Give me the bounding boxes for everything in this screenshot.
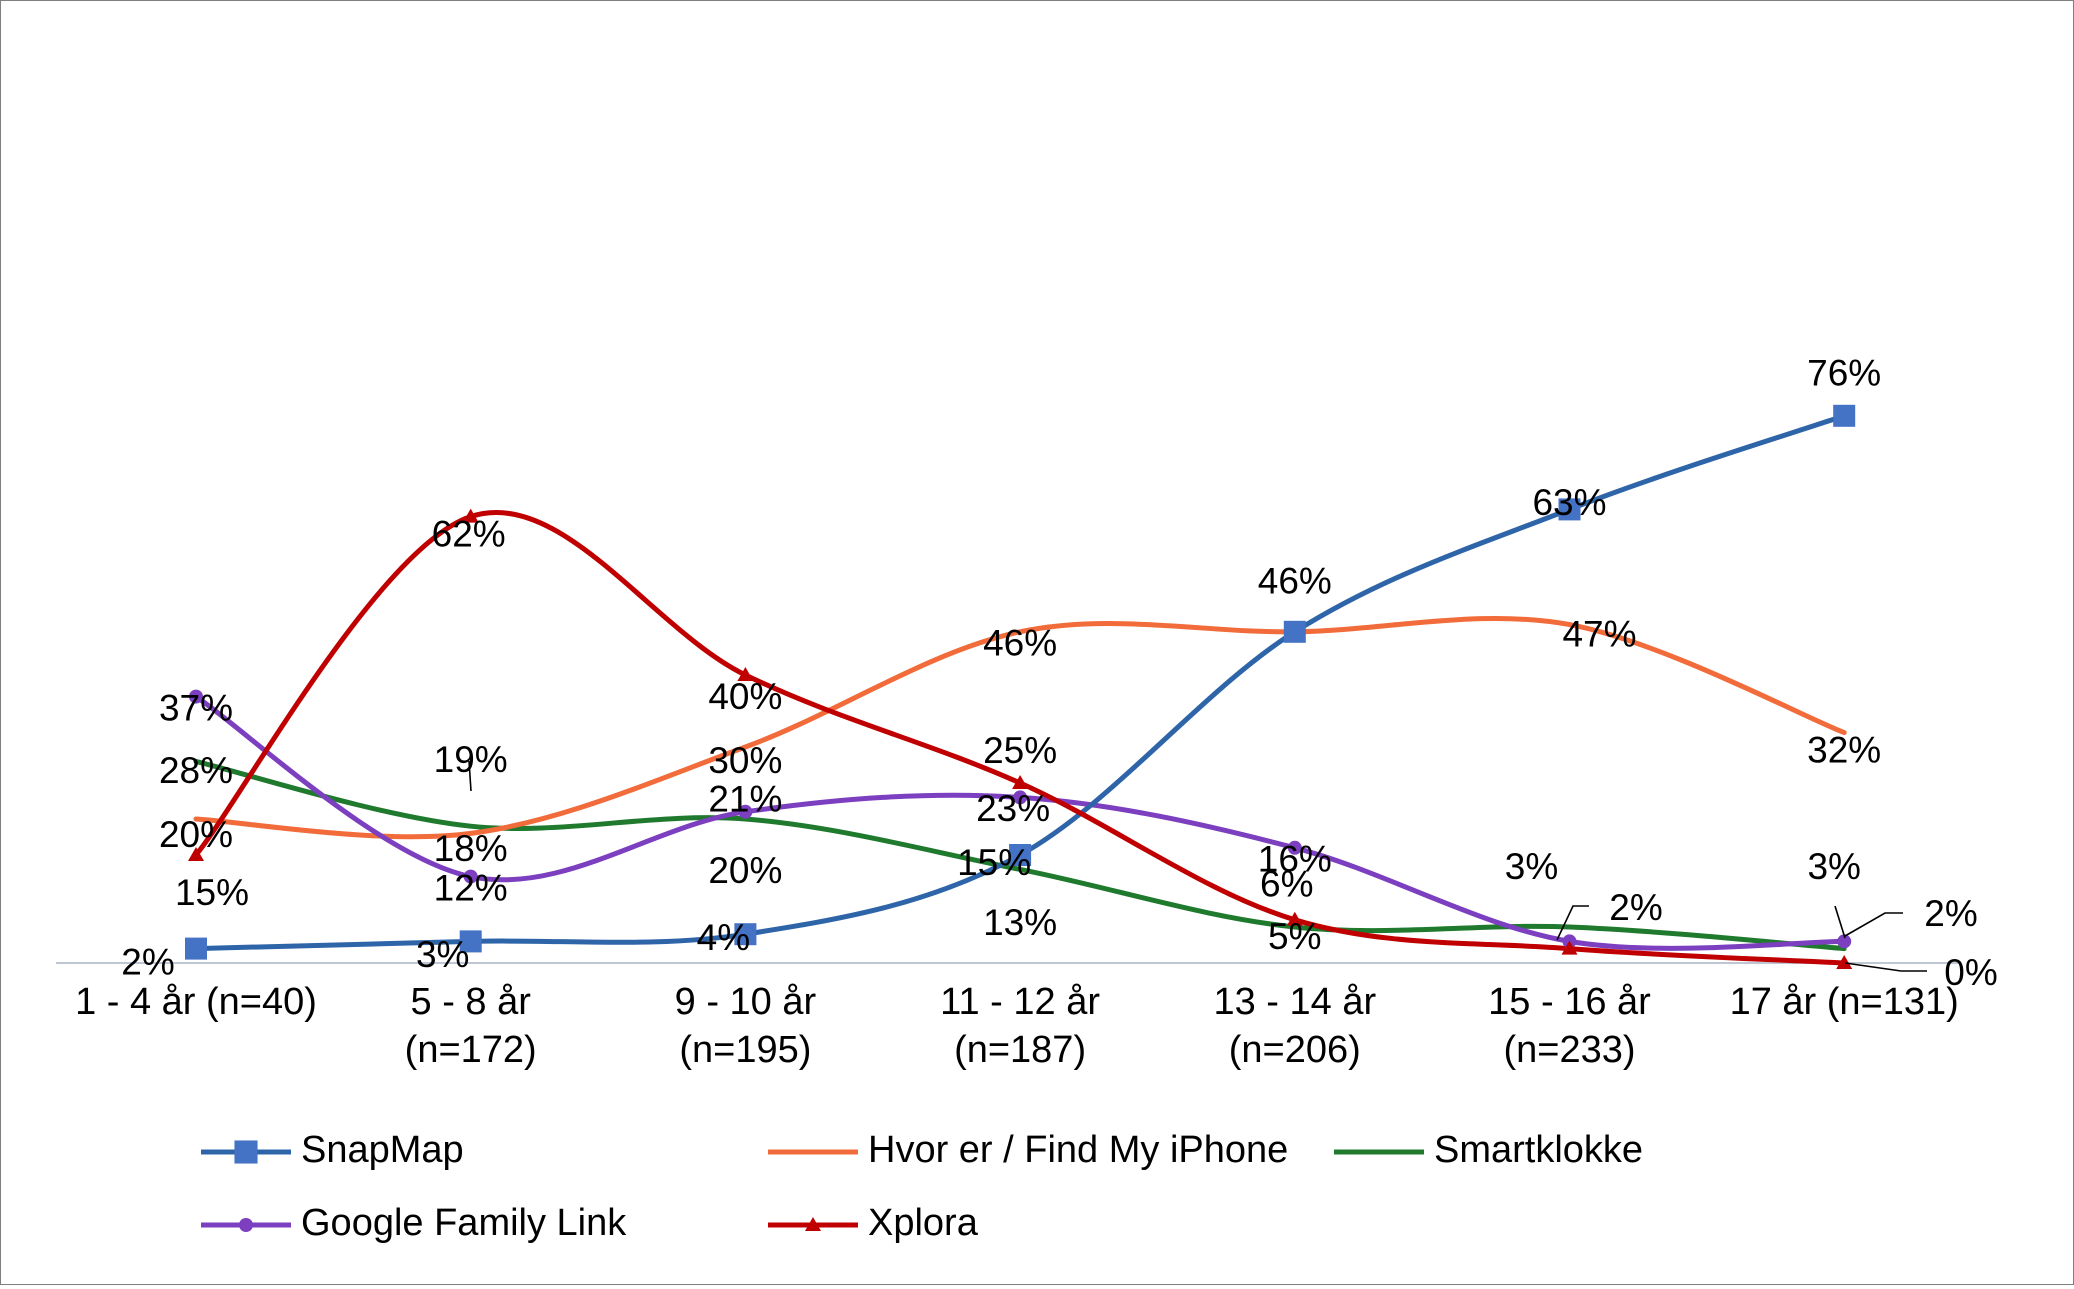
data-point-xplora-6 xyxy=(1836,955,1853,969)
data-point-xplora-1 xyxy=(462,508,479,523)
data-label-hvor-er-find-my-iphone-1: 18% xyxy=(434,828,508,869)
data-label-snapmap-1: 3% xyxy=(416,934,469,975)
data-label-google-family-link-1: 12% xyxy=(434,867,508,908)
legend-label-google-family-link: Google Family Link xyxy=(301,1202,627,1244)
series-line-xplora xyxy=(193,510,1847,966)
data-label-hvor-er-find-my-iphone-0: 20% xyxy=(159,814,233,855)
data-point-snapmap-1 xyxy=(459,930,482,953)
data-point-google-family-link-2 xyxy=(738,804,753,819)
data-point-google-family-link-3 xyxy=(1013,790,1028,805)
callout-label-2: 0% xyxy=(1944,952,1997,993)
data-label-snapmap-5: 63% xyxy=(1532,482,1606,523)
data-point-xplora-2 xyxy=(737,667,754,681)
data-point-snapmap-5 xyxy=(1558,498,1581,521)
data-label-hvor-er-find-my-iphone-5: 47% xyxy=(1562,613,1636,654)
data-label-smartklokke-2: 20% xyxy=(708,850,782,891)
data-label-xplora-0: 15% xyxy=(175,872,249,913)
data-point-google-family-link-0 xyxy=(189,689,203,704)
data-label-hvor-er-find-my-iphone-6: 32% xyxy=(1807,729,1881,770)
leader-line-0 xyxy=(468,760,472,792)
data-label-smartklokke-3: 13% xyxy=(983,902,1057,943)
leader-line-3 xyxy=(1844,912,1903,937)
data-point-google-family-link-6 xyxy=(1837,934,1852,949)
legend-label-smartklokke: Smartklokke xyxy=(1434,1129,1643,1171)
data-point-xplora-3 xyxy=(1012,775,1029,789)
data-label-smartklokke-0: 28% xyxy=(159,750,233,791)
leader-line-1 xyxy=(1556,905,1589,941)
data-label-google-family-link-4: 16% xyxy=(1258,839,1332,880)
x-tick-label-4: 13 - 14 år (n=206) xyxy=(1213,981,1376,1071)
callout-label-0: 2% xyxy=(1609,887,1662,928)
data-point-xplora-0 xyxy=(188,847,204,861)
data-label-google-family-link-3: 23% xyxy=(976,788,1050,829)
data-label-hvor-er-find-my-iphone-3: 46% xyxy=(983,623,1057,664)
data-label-snapmap-2: 4% xyxy=(697,917,750,958)
legend-marker-snapmap xyxy=(234,1140,258,1164)
data-point-snapmap-4 xyxy=(1283,620,1306,643)
legend-label-hvor-er-find-my-iphone: Hvor er / Find My iPhone xyxy=(868,1129,1288,1171)
data-point-google-family-link-1 xyxy=(463,869,478,884)
data-point-snapmap-6 xyxy=(1833,404,1856,427)
data-point-xplora-4 xyxy=(1286,911,1303,926)
legend-item-hvor-er-find-my-iphone: Hvor er / Find My iPhone xyxy=(768,1129,1288,1171)
x-tick-label-0: 1 - 4 år (n=40) xyxy=(75,981,317,1023)
x-tick-label-2: 9 - 10 år (n=195) xyxy=(675,981,817,1071)
data-label-snapmap-4: 46% xyxy=(1258,561,1332,602)
data-label-google-family-link-6: 3% xyxy=(1807,846,1860,887)
data-label-xplora-4: 6% xyxy=(1260,864,1313,905)
data-point-snapmap-0 xyxy=(185,937,207,960)
leader-line-2 xyxy=(1834,905,1846,939)
data-label-xplora-2: 40% xyxy=(708,676,782,717)
data-point-google-family-link-4 xyxy=(1287,840,1302,855)
x-tick-label-1: 5 - 8 år (n=172) xyxy=(405,981,537,1071)
legend-item-google-family-link: Google Family Link xyxy=(201,1202,627,1244)
data-point-xplora-5 xyxy=(1561,940,1578,955)
data-point-snapmap-3 xyxy=(1009,844,1032,866)
data-label-google-family-link-2: 21% xyxy=(708,779,782,820)
data-label-google-family-link-5: 3% xyxy=(1505,846,1558,887)
x-tick-label-5: 15 - 16 år (n=233) xyxy=(1488,981,1651,1071)
data-label-snapmap-0: 2% xyxy=(121,941,174,982)
legend-item-snapmap: SnapMap xyxy=(201,1129,464,1171)
legend-marker-xplora xyxy=(805,1217,821,1231)
data-label-hvor-er-find-my-iphone-2: 30% xyxy=(708,740,782,781)
series-line-hvor-er-find-my-iphone xyxy=(193,615,1847,840)
data-point-snapmap-2 xyxy=(734,923,757,946)
legend-label-xplora: Xplora xyxy=(868,1202,979,1244)
data-label-google-family-link-0: 37% xyxy=(159,687,233,728)
series-line-smartklokke xyxy=(193,758,1847,952)
x-tick-label-6: 17 år (n=131) xyxy=(1730,981,1959,1023)
data-label-smartklokke-4: 5% xyxy=(1268,916,1321,957)
data-label-snapmap-6: 76% xyxy=(1807,353,1881,394)
legend-marker-google-family-link xyxy=(239,1218,253,1232)
data-label-smartklokke-1: 19% xyxy=(434,739,508,780)
callout-label-1: 2% xyxy=(1924,893,1977,934)
legend-item-smartklokke: Smartklokke xyxy=(1334,1129,1643,1171)
data-label-xplora-3: 25% xyxy=(983,730,1057,771)
legend-item-xplora: Xplora xyxy=(768,1202,979,1244)
legend-label-snapmap: SnapMap xyxy=(301,1129,464,1171)
x-tick-label-3: 11 - 12 år (n=187) xyxy=(940,981,1100,1071)
data-label-snapmap-3: 15% xyxy=(957,842,1031,883)
leader-line-4 xyxy=(1844,962,1927,972)
data-label-xplora-1: 62% xyxy=(432,513,506,554)
